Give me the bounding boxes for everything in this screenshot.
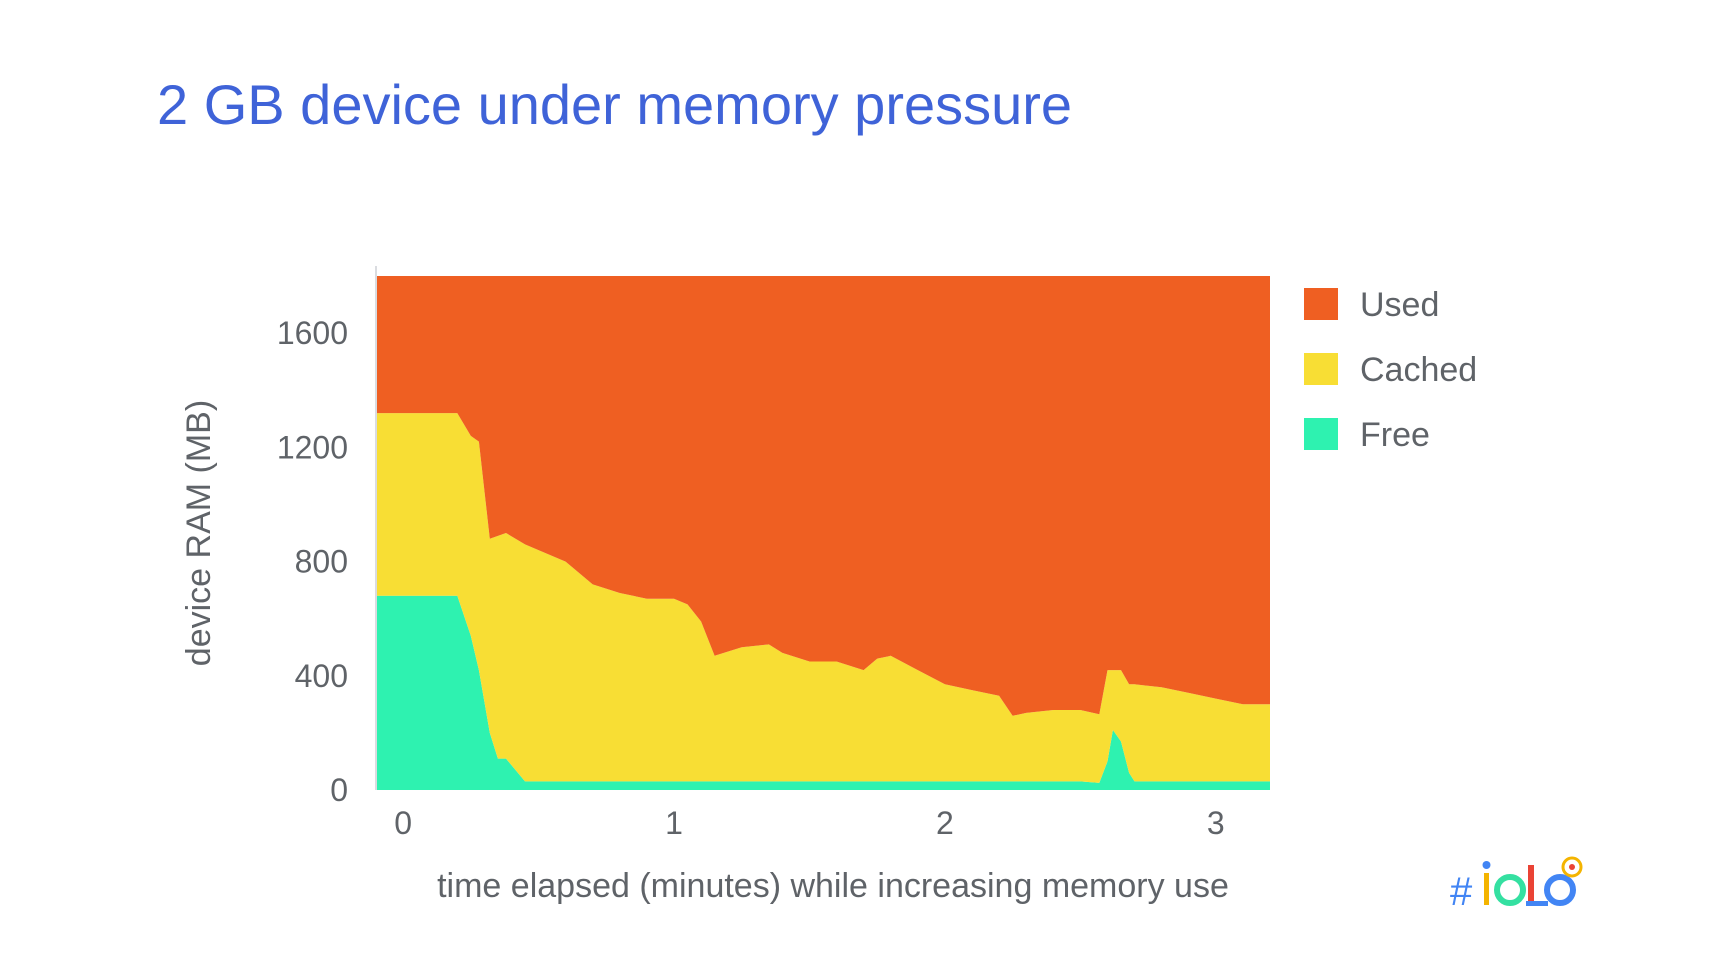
x-tick-label: 1 — [665, 805, 683, 841]
y-axis-ticks: 0 400 800 1200 1600 — [277, 315, 348, 808]
legend-swatch-used — [1304, 288, 1338, 320]
legend: Used Cached Free — [1304, 286, 1477, 454]
x-axis-ticks: 0 1 2 3 — [394, 805, 1225, 841]
legend-label-free: Free — [1360, 416, 1430, 454]
legend-swatch-free — [1304, 418, 1338, 450]
y-tick-label: 0 — [330, 772, 348, 808]
plot-area — [376, 276, 1270, 790]
legend-label-cached: Cached — [1360, 351, 1477, 389]
y-tick-label: 1200 — [277, 429, 348, 465]
svg-text:#: # — [1450, 870, 1473, 914]
y-axis-label: device RAM (MB) — [180, 400, 218, 666]
x-tick-label: 2 — [936, 805, 954, 841]
y-tick-label: 400 — [295, 658, 348, 694]
area-free — [376, 595, 1270, 790]
x-tick-label: 3 — [1207, 805, 1225, 841]
area-used — [376, 276, 1270, 716]
area-cached — [376, 413, 1270, 783]
slide-title: 2 GB device under memory pressure — [157, 73, 1073, 136]
y-tick-label: 1600 — [277, 315, 348, 351]
io18-logo: # — [1450, 856, 1583, 914]
x-tick-label: 0 — [394, 805, 412, 841]
legend-swatch-cached — [1304, 353, 1338, 385]
y-tick-label: 800 — [295, 544, 348, 580]
x-axis-label: time elapsed (minutes) while increasing … — [437, 867, 1229, 905]
legend-label-used: Used — [1360, 286, 1439, 324]
